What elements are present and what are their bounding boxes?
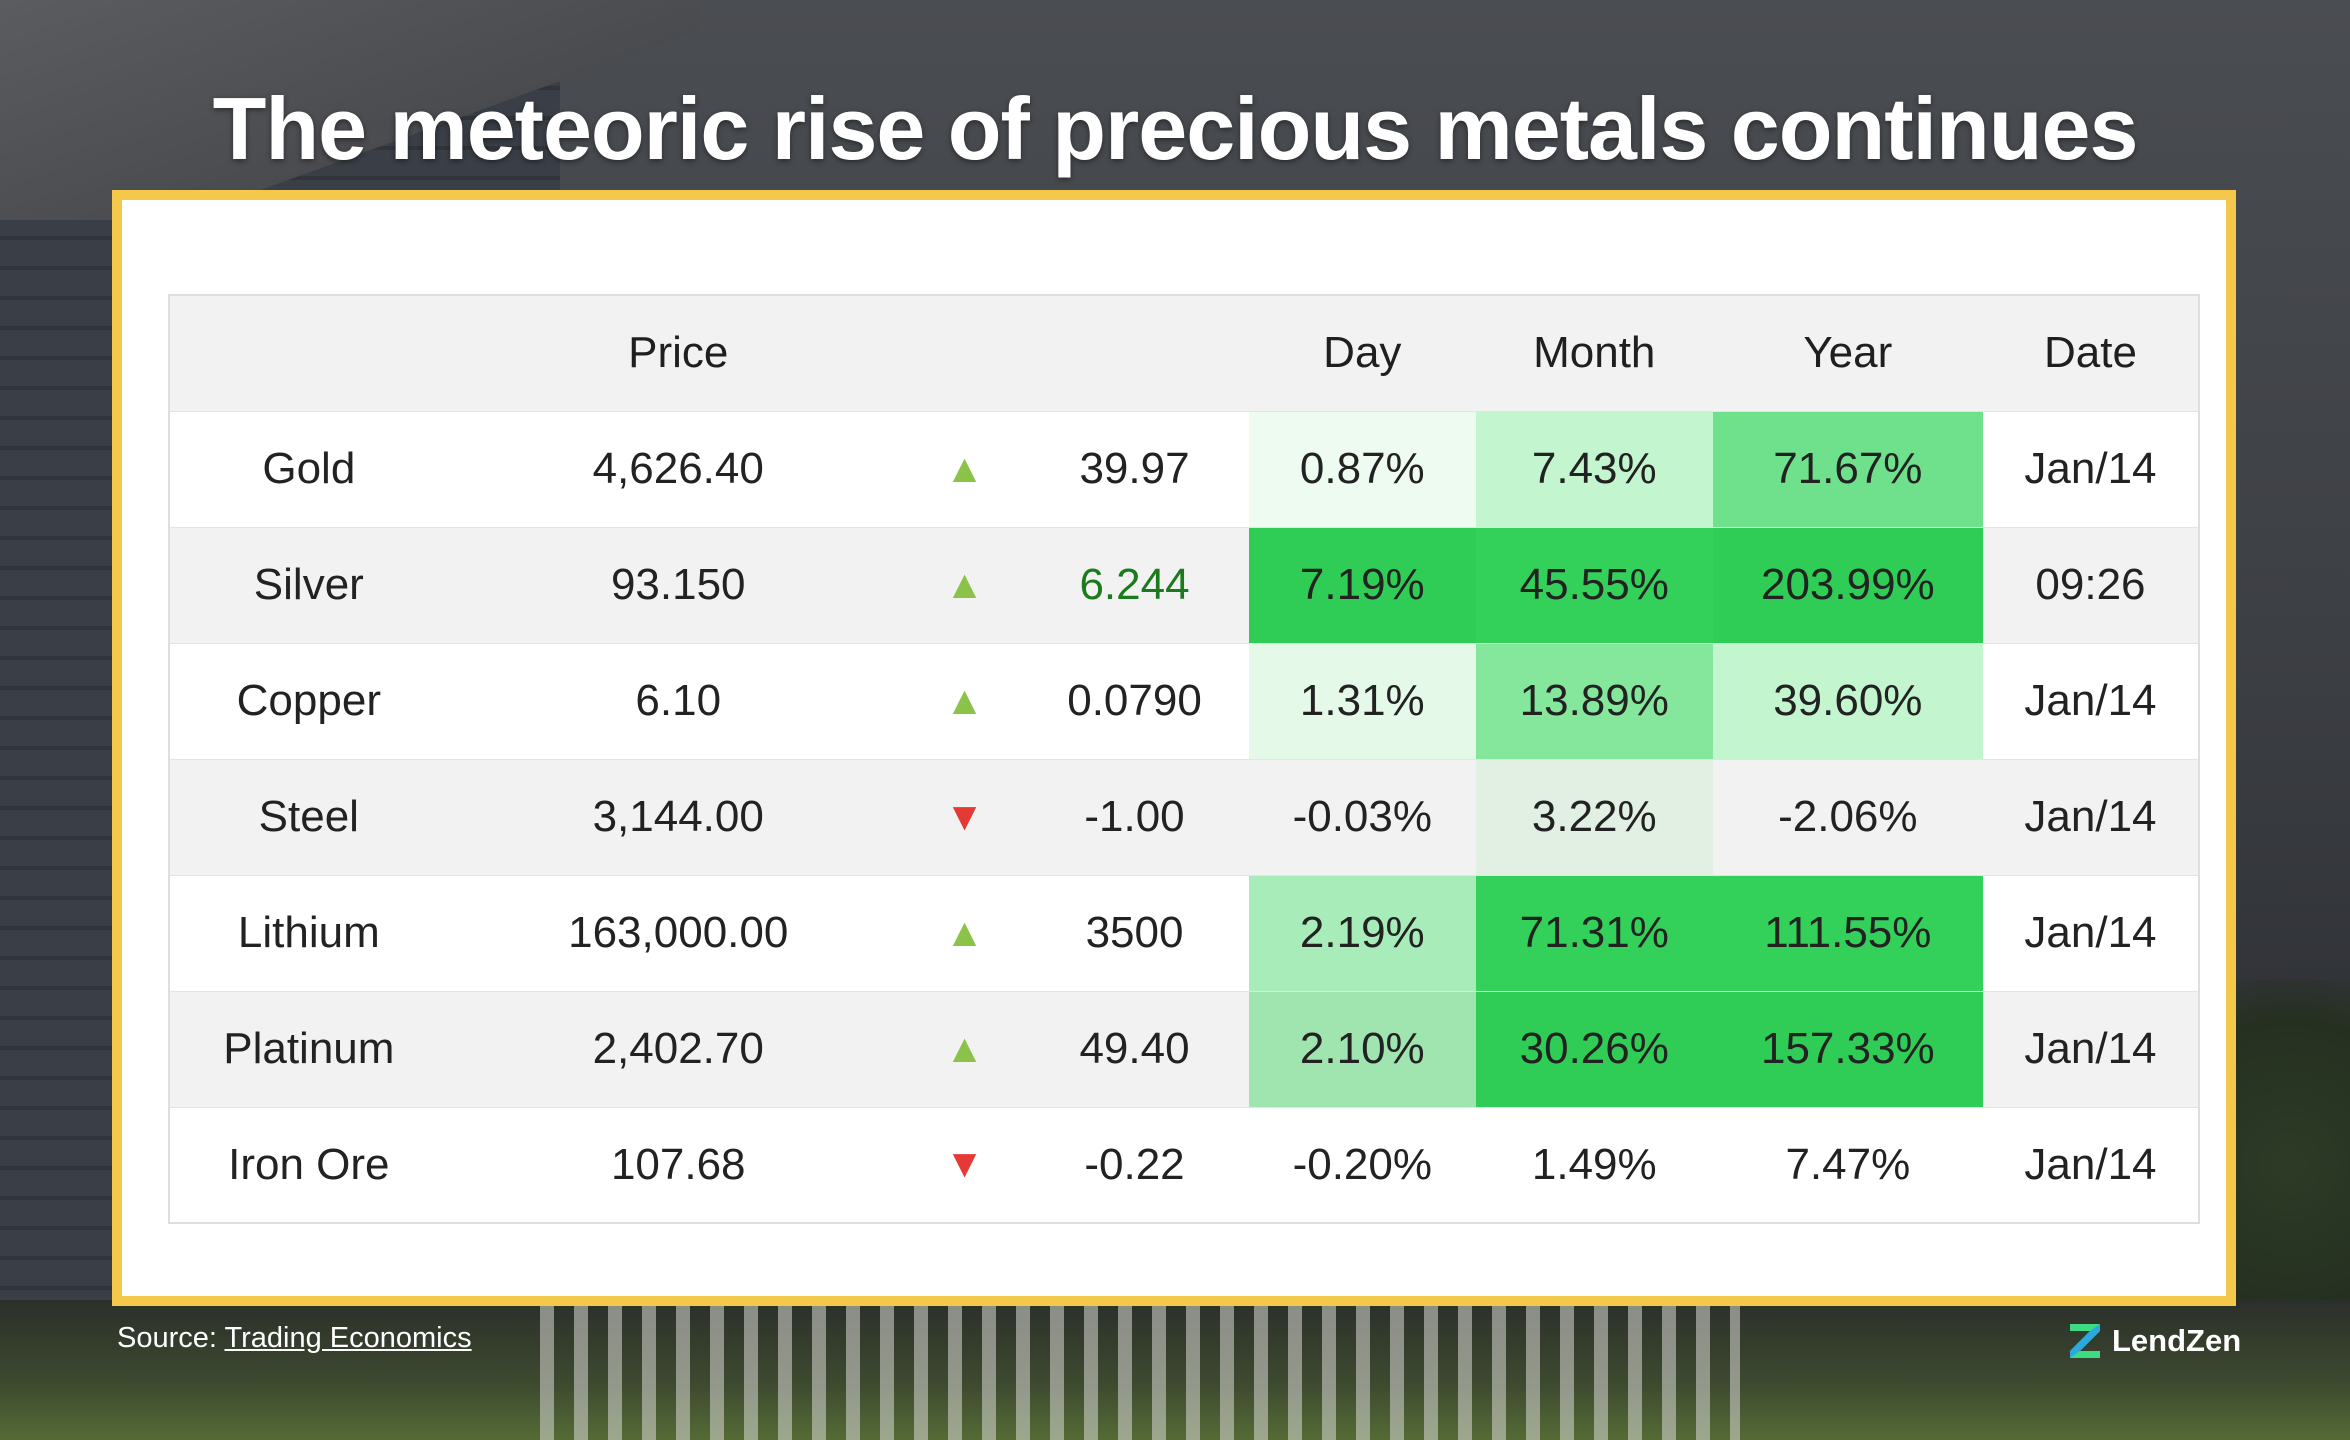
month-change-cell: 71.31% <box>1475 875 1713 991</box>
brand-logo: LendZen <box>2068 1320 2241 1362</box>
day-change-cell: -0.20% <box>1292 1139 1432 1189</box>
brand-name: LendZen <box>2112 1323 2242 1358</box>
table-row: Copper 6.10 ▲ 0.0790 1.31% 13.89% 39.60% Jan/14 <box>169 643 2199 759</box>
price-cell: 93.150 <box>610 560 746 609</box>
price-cell: 3,144.00 <box>592 792 764 841</box>
date-cell: Jan/14 <box>2024 676 2157 725</box>
change-cell: 6.244 <box>1079 560 1190 609</box>
year-change-cell: 71.67% <box>1712 411 1983 527</box>
day-change-cell: 2.19% <box>1248 875 1476 991</box>
table-row: Steel 3,144.00 ▼ -1.00 -0.03% 3.22% -2.06% Jan/… <box>169 759 2199 875</box>
metal-name: Copper <box>236 676 381 725</box>
table-row: Gold 4,626.40 ▲ 39.97 0.87% 7.43% 71.67% Jan/14 <box>169 411 2199 527</box>
table-row: Platinum 2,402.70 ▲ 49.40 2.10% 30.26% 157.33%… <box>169 991 2199 1107</box>
direction-cell: ▲ <box>909 643 1020 759</box>
source-credit: Source: Trading Economics <box>117 1322 472 1355</box>
date-cell: Jan/14 <box>2024 1024 2157 1073</box>
direction-cell: ▲ <box>909 411 1020 527</box>
day-change-cell: 1.31% <box>1248 643 1476 759</box>
arrow-up-icon: ▲ <box>944 678 985 723</box>
table-row: Iron Ore 107.68 ▼ -0.22 -0.20% 1.49% 7.47% Jan/… <box>169 1107 2199 1223</box>
table-row: Silver 93.150 ▲ 6.244 7.19% 45.55% 203.99% 09:2… <box>169 527 2199 643</box>
change-cell: 39.97 <box>1079 444 1190 493</box>
table-row: Lithium 163,000.00 ▲ 3500 2.19% 71.31% 111.55%… <box>169 875 2199 991</box>
direction-cell: ▲ <box>909 875 1020 991</box>
lendzen-logo-icon <box>2070 1324 2100 1358</box>
change-cell: -1.00 <box>1084 792 1185 841</box>
direction-cell: ▼ <box>909 1107 1020 1223</box>
header-day: Day <box>1323 328 1402 378</box>
arrow-up-icon: ▲ <box>944 562 985 607</box>
year-change-cell: 157.33% <box>1712 991 1983 1107</box>
change-cell: 0.0790 <box>1067 676 1202 725</box>
metal-name: Gold <box>262 444 356 493</box>
table-header-row: Price Day Month Year Date <box>169 295 2199 411</box>
day-change-cell: 7.19% <box>1248 527 1476 643</box>
source-prefix: Source: <box>117 1322 225 1354</box>
page-title: The meteoric rise of precious metals con… <box>212 79 2139 178</box>
date-cell: 09:26 <box>2035 560 2146 609</box>
year-change-cell: 39.60% <box>1712 643 1983 759</box>
change-cell: 49.40 <box>1079 1024 1190 1073</box>
month-change-cell: 3.22% <box>1475 759 1713 875</box>
change-cell: 3500 <box>1085 908 1184 957</box>
source-link[interactable]: Trading Economics <box>224 1322 472 1354</box>
metal-name: Iron Ore <box>228 1139 390 1189</box>
date-cell: Jan/14 <box>2024 444 2157 493</box>
direction-cell: ▲ <box>909 991 1020 1107</box>
header-cell <box>1020 295 1248 411</box>
day-change-cell: -0.03% <box>1292 792 1432 841</box>
header-year: Year <box>1803 328 1893 378</box>
header-cell <box>909 295 1020 411</box>
arrow-up-icon: ▲ <box>944 446 985 491</box>
table-card: Price Day Month Year Date Gold 4,626.40 ▲ 3… <box>112 190 2236 1306</box>
price-cell: 6.10 <box>635 676 722 725</box>
background-roof <box>0 0 700 220</box>
metals-table: Price Day Month Year Date Gold 4,626.40 ▲ 3… <box>168 294 2200 1224</box>
header-price: Price <box>628 328 729 378</box>
arrow-up-icon: ▲ <box>944 1026 985 1071</box>
date-cell: Jan/14 <box>2024 1139 2157 1189</box>
month-change-cell: 13.89% <box>1475 643 1713 759</box>
day-change-cell: 0.87% <box>1248 411 1476 527</box>
metal-name: Lithium <box>237 908 380 957</box>
month-change-cell: 7.43% <box>1475 411 1713 527</box>
header-month: Month <box>1533 328 1656 378</box>
price-cell: 107.68 <box>610 1139 746 1189</box>
background-fence <box>540 1300 1740 1440</box>
day-change-cell: 2.10% <box>1248 991 1476 1107</box>
header-date: Date <box>2044 328 2137 378</box>
year-change-cell: 203.99% <box>1712 527 1983 643</box>
year-change-cell: -2.06% <box>1778 792 1918 841</box>
year-change-cell: 7.47% <box>1785 1139 1911 1189</box>
change-cell: -0.22 <box>1084 1139 1185 1189</box>
metal-name: Silver <box>253 560 364 609</box>
month-change-cell: 1.49% <box>1531 1139 1657 1189</box>
month-change-cell: 30.26% <box>1475 991 1713 1107</box>
date-cell: Jan/14 <box>2024 792 2157 841</box>
direction-cell: ▲ <box>909 527 1020 643</box>
arrow-up-icon: ▲ <box>944 910 985 955</box>
date-cell: Jan/14 <box>2024 908 2157 957</box>
year-change-cell: 111.55% <box>1712 875 1983 991</box>
arrow-down-icon: ▼ <box>944 794 985 839</box>
metal-name: Platinum <box>223 1024 395 1073</box>
price-cell: 4,626.40 <box>592 444 764 493</box>
price-cell: 2,402.70 <box>592 1024 764 1073</box>
table-body: Gold 4,626.40 ▲ 39.97 0.87% 7.43% 71.67% Jan/14… <box>169 411 2199 1223</box>
price-cell: 163,000.00 <box>568 908 789 957</box>
header-cell <box>169 295 448 411</box>
month-change-cell: 45.55% <box>1475 527 1713 643</box>
metal-name: Steel <box>258 792 359 841</box>
direction-cell: ▼ <box>909 759 1020 875</box>
arrow-down-icon: ▼ <box>944 1142 985 1187</box>
